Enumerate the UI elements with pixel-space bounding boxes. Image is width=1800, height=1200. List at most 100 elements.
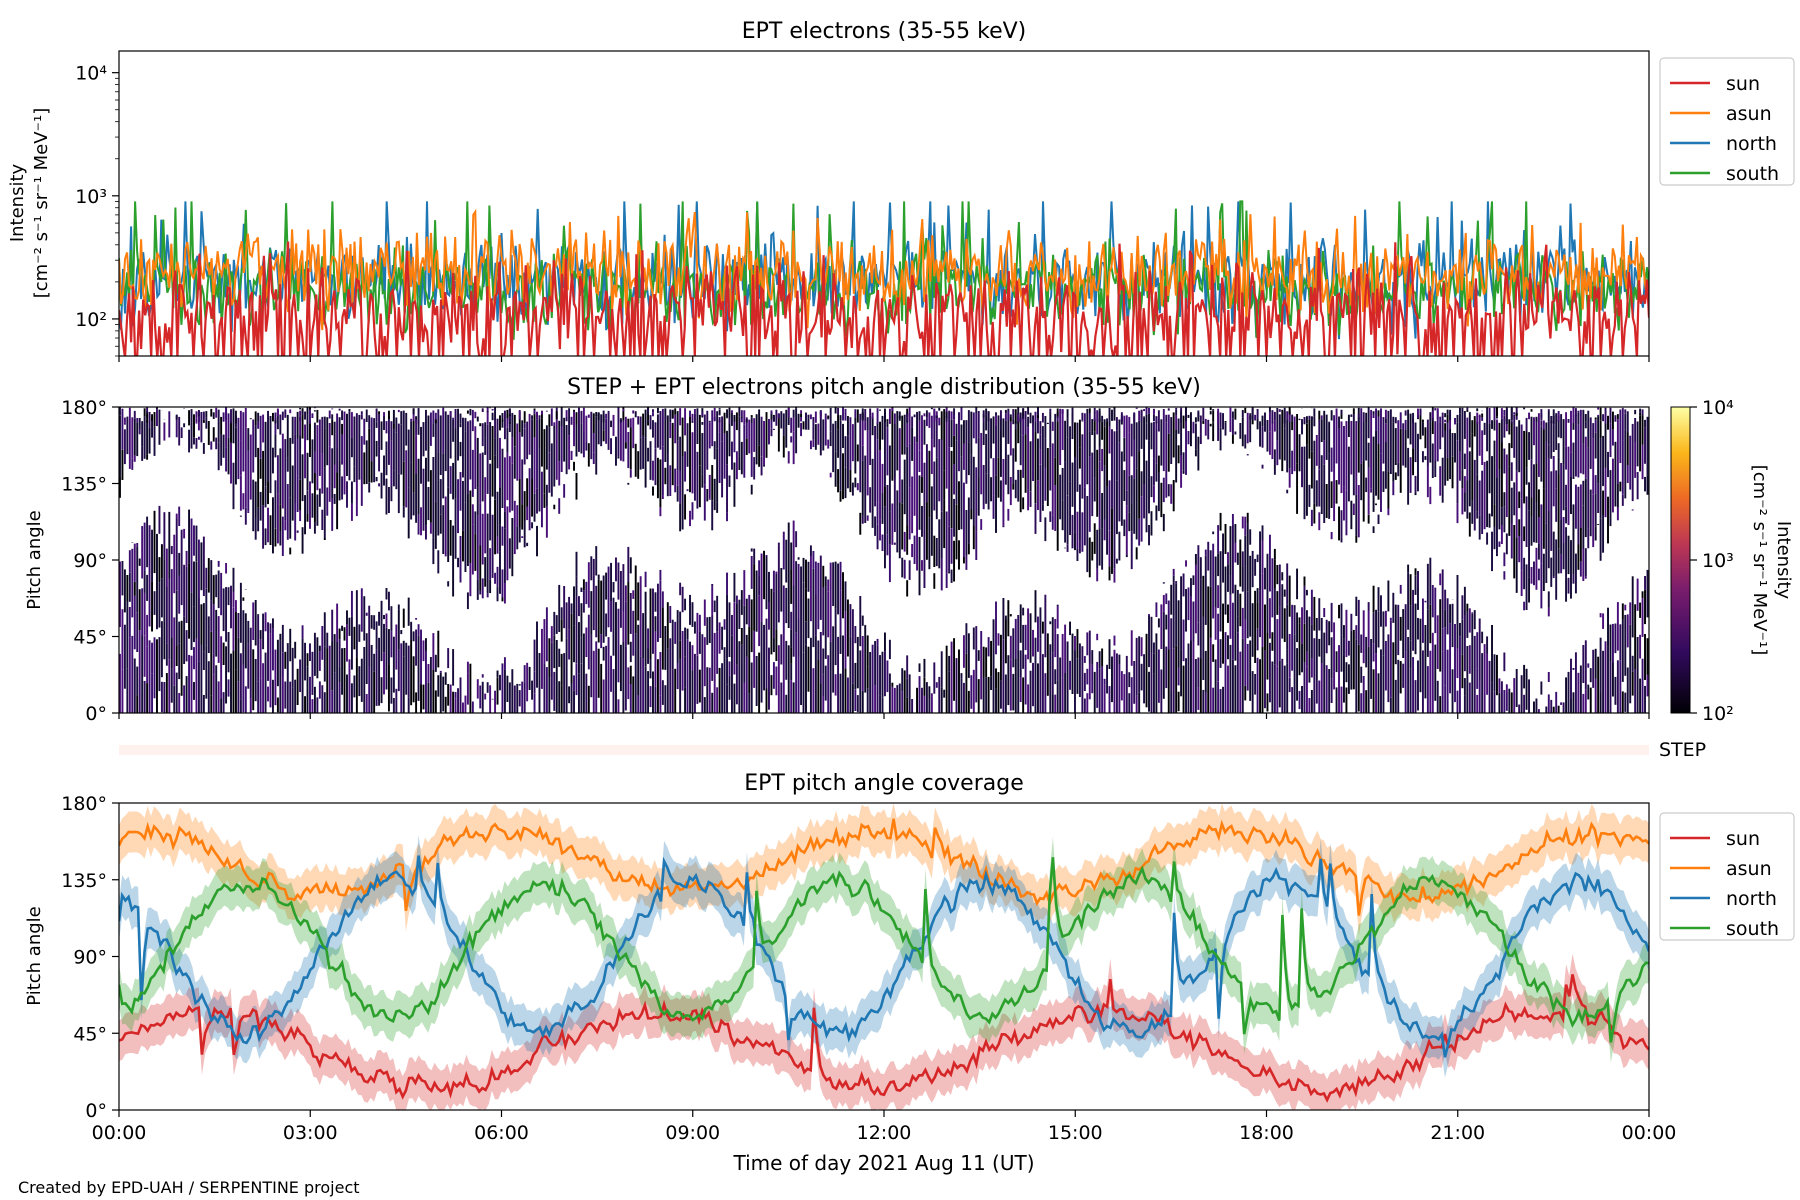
heatmap-cell: [299, 435, 302, 480]
heatmap-cell: [992, 495, 995, 519]
heatmap-cell: [661, 446, 664, 496]
heatmap-cell: [1483, 422, 1486, 435]
heatmap-cell: [1503, 506, 1506, 533]
heatmap-cell: [995, 412, 997, 416]
heatmap-cell: [615, 653, 617, 713]
heatmap-cell: [644, 409, 647, 438]
heatmap-cell: [1540, 409, 1543, 421]
heatmap-cell: [210, 695, 213, 713]
heatmap-cell: [1384, 442, 1387, 489]
heatmap-cell: [644, 666, 647, 713]
heatmap-cell: [1291, 450, 1294, 475]
heatmap-cell: [138, 429, 141, 435]
heatmap-cell: [708, 474, 711, 499]
heatmap-cell: [1510, 421, 1513, 449]
heatmap-cell: [1375, 503, 1377, 506]
heatmap-cell: [355, 590, 358, 625]
heatmap-cell: [775, 573, 778, 629]
heatmap-cell: [671, 410, 674, 418]
heatmap-cell: [844, 668, 847, 713]
heatmap-cell: [940, 558, 943, 591]
heatmap-cell: [496, 566, 499, 587]
heatmap-cell: [750, 548, 753, 552]
heatmap-cell: [1429, 422, 1432, 463]
heatmap-cell: [681, 586, 684, 613]
heatmap-cell: [1002, 598, 1005, 640]
heatmap-cell: [1192, 641, 1195, 713]
heatmap-cell: [193, 414, 195, 438]
heatmap-cell: [780, 411, 783, 429]
heatmap-cell: [1281, 584, 1284, 639]
heatmap-cell: [999, 634, 1002, 681]
heatmap-cell: [1409, 668, 1412, 713]
heatmap-cell: [1436, 680, 1439, 713]
heatmap-cell: [163, 512, 166, 560]
heatmap-cell: [898, 416, 901, 419]
heatmap-cell: [693, 621, 696, 634]
heatmap-cell: [982, 646, 985, 677]
heatmap-cell: [790, 542, 793, 570]
heatmap-cell: [1412, 448, 1415, 476]
heatmap-cell: [1510, 420, 1513, 424]
heatmap-cell: [945, 573, 948, 588]
heatmap-cell: [1044, 597, 1047, 658]
step-strip-label: STEP: [1659, 739, 1706, 761]
heatmap-cell: [427, 664, 430, 683]
heatmap-cell: [1301, 607, 1303, 644]
heatmap-cell: [1219, 512, 1222, 531]
heatmap-cell: [1288, 407, 1291, 415]
heatmap-cell: [427, 682, 430, 713]
heatmap-cell: [1389, 617, 1392, 621]
heatmap-cell: [1128, 693, 1131, 713]
heatmap-cell: [1056, 634, 1059, 680]
heatmap-cell: [363, 596, 366, 641]
heatmap-cell: [1244, 565, 1247, 620]
heatmap-cell: [1081, 646, 1084, 713]
heatmap-cell: [570, 613, 573, 684]
heatmap-cell: [935, 415, 938, 418]
heatmap-cell: [227, 413, 230, 438]
heatmap-cell: [827, 579, 830, 592]
heatmap-cell: [1525, 417, 1528, 432]
heatmap-cell: [555, 407, 558, 414]
heatmap-cell: [1150, 616, 1153, 653]
heatmap-cell: [1535, 698, 1538, 713]
heatmap-cell: [252, 479, 255, 532]
heatmap-cell: [252, 419, 255, 473]
heatmap-cell: [1182, 452, 1185, 471]
heatmap-cell: [1476, 408, 1479, 412]
heatmap-cell: [1185, 407, 1187, 422]
heatmap-cell: [274, 434, 277, 458]
heatmap-cell: [1130, 531, 1133, 570]
heatmap-cell: [175, 414, 178, 420]
heatmap-cell: [1429, 412, 1432, 423]
heatmap-cell: [888, 511, 891, 545]
heatmap-cell: [503, 657, 506, 670]
heatmap-cell: [1456, 440, 1459, 504]
heatmap-cell: [884, 486, 886, 507]
heatmap-cell: [1372, 436, 1375, 512]
heatmap-cell: [432, 633, 435, 670]
heatmap-cell: [819, 420, 822, 456]
heatmap-cell: [918, 420, 921, 451]
heatmap-cell: [1500, 408, 1503, 419]
heatmap-cell: [390, 421, 393, 441]
heatmap-cell: [1081, 434, 1084, 499]
heatmap-cell: [876, 439, 879, 503]
heatmap-cell: [378, 637, 381, 706]
heatmap-cell: [696, 655, 699, 704]
heatmap-cell: [1217, 585, 1220, 609]
heatmap-cell: [869, 408, 872, 465]
heatmap-cell: [1155, 633, 1158, 713]
heatmap-cell: [647, 407, 650, 426]
heatmap-cell: [131, 635, 134, 713]
heatmap-cell: [496, 418, 499, 433]
heatmap-cell: [834, 420, 837, 452]
heatmap-cell: [1461, 469, 1464, 489]
heatmap-cell: [1101, 528, 1104, 570]
heatmap-cell: [1372, 414, 1375, 418]
heatmap-cell: [1130, 503, 1133, 532]
heatmap-cell: [276, 639, 279, 687]
heatmap-cell: [1061, 409, 1064, 450]
heatmap-cell: [807, 418, 810, 430]
